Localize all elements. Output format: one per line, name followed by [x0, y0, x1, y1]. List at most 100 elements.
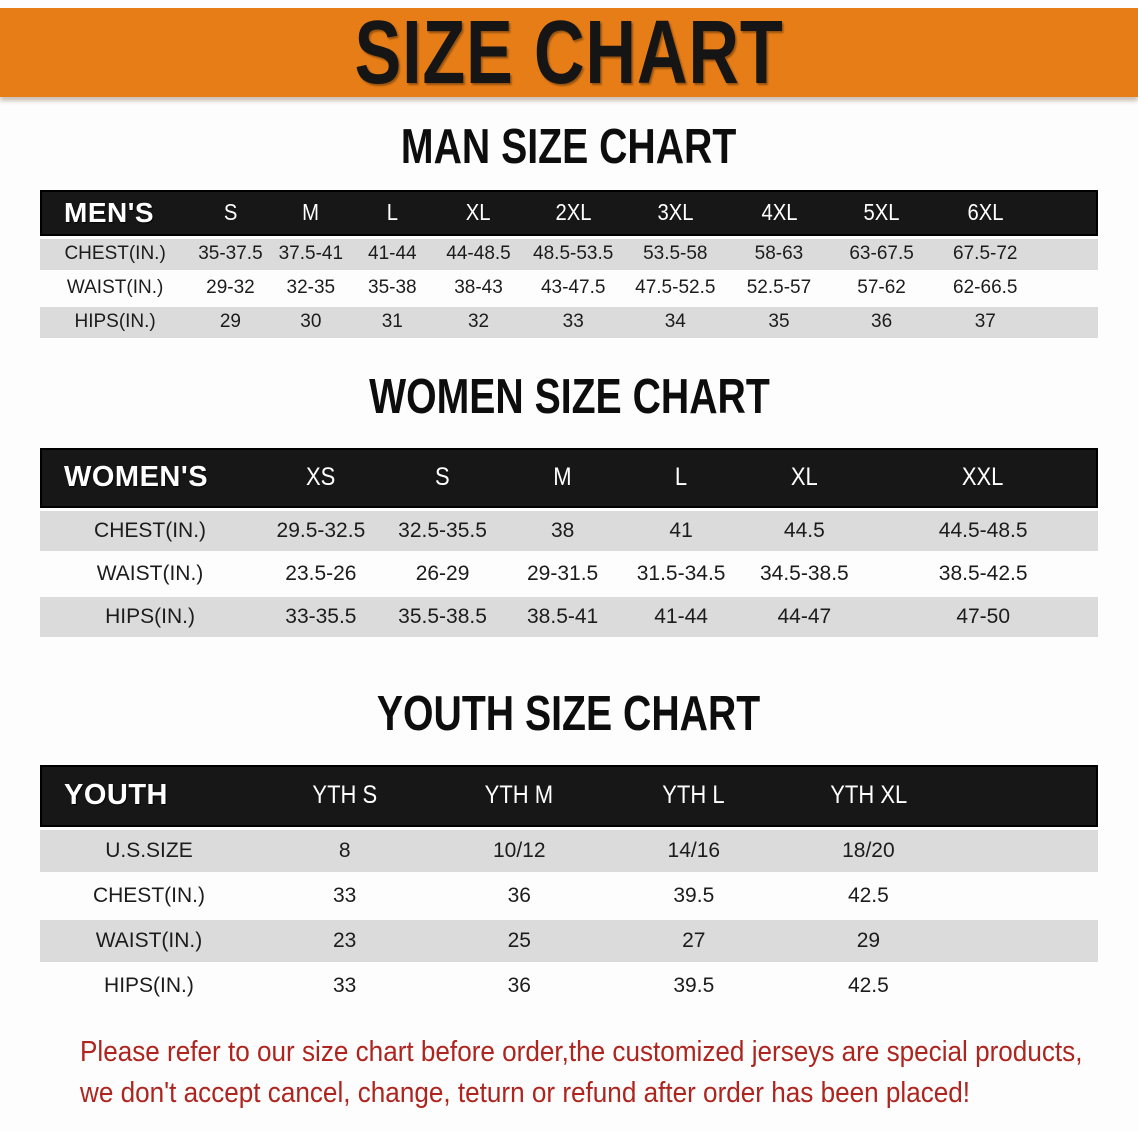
size-value-cell: 41-44: [621, 596, 741, 637]
size-value-cell: 32.5-35.5: [381, 510, 504, 551]
size-value-cell: 41: [621, 510, 741, 551]
size-value-cell: 53.5-58: [622, 238, 728, 270]
table-row: HIPS(IN.) 33 36 39.5 42.5: [40, 964, 1098, 1007]
size-column-header: 5XL: [830, 189, 933, 236]
size-value-cell: 31: [351, 306, 434, 338]
size-value-cell: 35-37.5: [190, 238, 271, 270]
youth-section-heading: YOUTH SIZE CHART: [40, 686, 1098, 742]
size-value-cell: 43-47.5: [523, 272, 623, 304]
men-section-heading: MAN SIZE CHART: [40, 120, 1098, 175]
size-column-header-text: L: [674, 463, 688, 492]
size-column-header-text: 6XL: [967, 199, 1004, 226]
women-size-table: WOMEN'S XS S M L XL XXL CHEST(IN.) 29.5-32.5 32.…: [40, 445, 1098, 640]
men-section-heading-text: MAN SIZE CHART: [401, 120, 737, 174]
size-value-cell: 38-43: [433, 272, 524, 304]
size-column-header: 2XL: [523, 189, 623, 236]
size-chart-banner: SIZE CHART: [0, 2, 1138, 103]
row-spacer-cell: [1037, 238, 1098, 270]
size-value-cell: 25: [431, 919, 608, 962]
size-column-header-text: YTH S: [312, 781, 378, 810]
size-value-cell: 52.5-57: [727, 272, 831, 304]
size-value-cell: 29-31.5: [503, 553, 622, 594]
size-value-cell: 18/20: [780, 829, 957, 872]
row-spacer-cell: [956, 829, 1098, 872]
size-value-cell: 38: [503, 510, 622, 551]
table-row: U.S.SIZE 8 10/12 14/16 18/20: [40, 829, 1098, 872]
size-value-cell: 42.5: [780, 874, 957, 917]
size-value-cell: 33: [257, 874, 432, 917]
disclaimer-line-1: Please refer to our size chart before or…: [80, 1035, 1083, 1068]
row-spacer-cell: [956, 919, 1098, 962]
size-column-header-text: L: [386, 199, 398, 226]
size-value-cell: 36: [830, 306, 933, 338]
size-column-header: 6XL: [932, 189, 1038, 236]
measurement-label: CHEST(IN.): [40, 510, 261, 551]
table-group-label: WOMEN'S: [40, 447, 261, 508]
header-spacer-cell: [956, 764, 1098, 827]
size-column-header: 4XL: [727, 189, 831, 236]
size-column-header-text: 4XL: [760, 199, 797, 226]
disclaimer: Please refer to our size chart before or…: [80, 1032, 1083, 1114]
size-value-cell: 32: [433, 306, 524, 338]
size-value-cell: 44.5-48.5: [868, 510, 1098, 551]
size-column-header: XL: [433, 189, 524, 236]
measurement-label: WAIST(IN.): [40, 919, 258, 962]
size-value-cell: 35: [727, 306, 831, 338]
header-spacer-cell: [1037, 189, 1098, 236]
size-column-header-text: S: [435, 463, 450, 492]
size-column-header: S: [381, 447, 504, 508]
size-value-cell: 48.5-53.5: [523, 238, 623, 270]
size-value-cell: 41-44: [351, 238, 434, 270]
size-value-cell: 14/16: [607, 829, 781, 872]
size-column-header-text: M: [302, 199, 320, 226]
size-value-cell: 29-32: [190, 272, 271, 304]
table-group-label: MEN'S: [40, 189, 191, 236]
men-size-table: MEN'S S M L XL 2XL 3XL 4XL 5XL 6XL CHEST(IN.) 35-3…: [40, 187, 1098, 341]
size-value-cell: 35.5-38.5: [381, 596, 504, 637]
size-value-cell: 47.5-52.5: [622, 272, 728, 304]
size-value-cell: 44-48.5: [433, 238, 524, 270]
measurement-label: HIPS(IN.): [40, 964, 258, 1007]
size-value-cell: 31.5-34.5: [621, 553, 741, 594]
disclaimer-line-2: we don't accept cancel, change, teturn o…: [80, 1076, 971, 1109]
youth-section-heading-text: YOUTH SIZE CHART: [377, 686, 761, 741]
measurement-label: HIPS(IN.): [40, 306, 191, 338]
size-column-header-text: XL: [790, 463, 818, 492]
table-row: CHEST(IN.) 33 36 39.5 42.5: [40, 874, 1098, 917]
size-value-cell: 38.5-42.5: [868, 553, 1098, 594]
size-value-cell: 63-67.5: [830, 238, 933, 270]
table-row: CHEST(IN.) 29.5-32.5 32.5-35.5 38 41 44.5 44.5…: [40, 510, 1098, 551]
youth-size-table: YOUTH YTH S YTH M YTH L YTH XL U.S.SIZE 8 10/1…: [40, 762, 1098, 1010]
size-column-header: XS: [260, 447, 382, 508]
size-value-cell: 57-62: [830, 272, 933, 304]
size-column-header-text: XL: [466, 199, 491, 226]
size-value-cell: 34: [622, 306, 728, 338]
table-group-label: YOUTH: [40, 764, 258, 827]
size-value-cell: 29: [190, 306, 271, 338]
measurement-label: WAIST(IN.): [40, 272, 191, 304]
banner-title: SIZE CHART: [354, 2, 784, 103]
women-section-heading: WOMEN SIZE CHART: [40, 370, 1098, 425]
size-column-header-text: YTH L: [662, 781, 725, 810]
size-value-cell: 47-50: [868, 596, 1098, 637]
measurement-label: CHEST(IN.): [40, 874, 258, 917]
table-row: CHEST(IN.) 35-37.5 37.5-41 41-44 44-48.5 48.5…: [40, 238, 1098, 270]
size-column-header: YTH M: [431, 764, 608, 827]
size-column-header: L: [621, 447, 741, 508]
size-column-header-text: YTH XL: [829, 781, 907, 810]
men-table-header-row: MEN'S S M L XL 2XL 3XL 4XL 5XL 6XL: [40, 189, 1098, 236]
size-value-cell: 33: [257, 964, 432, 1007]
size-column-header-text: 3XL: [657, 199, 694, 226]
size-value-cell: 58-63: [727, 238, 831, 270]
size-column-header: XL: [740, 447, 869, 508]
size-value-cell: 32-35: [270, 272, 352, 304]
size-value-cell: 38.5-41: [503, 596, 622, 637]
size-value-cell: 44-47: [740, 596, 869, 637]
table-row: WAIST(IN.) 23 25 27 29: [40, 919, 1098, 962]
size-column-header: S: [190, 189, 271, 236]
size-value-cell: 26-29: [381, 553, 504, 594]
size-column-header: XXL: [868, 447, 1098, 508]
women-table-header-row: WOMEN'S XS S M L XL XXL: [40, 447, 1098, 508]
size-column-header-text: XXL: [961, 463, 1003, 492]
size-column-header: M: [503, 447, 622, 508]
